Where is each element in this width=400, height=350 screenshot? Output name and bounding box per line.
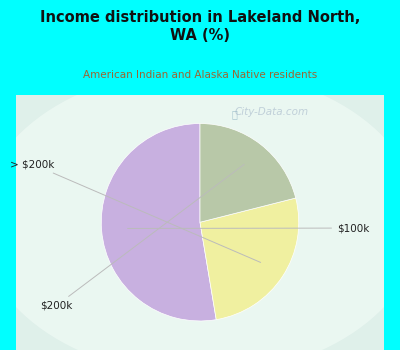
Ellipse shape xyxy=(0,69,400,350)
Text: City-Data.com: City-Data.com xyxy=(235,107,309,117)
Text: Income distribution in Lakeland North,
WA (%): Income distribution in Lakeland North, W… xyxy=(40,10,360,43)
Wedge shape xyxy=(101,124,216,321)
Text: $100k: $100k xyxy=(128,223,370,233)
Text: American Indian and Alaska Native residents: American Indian and Alaska Native reside… xyxy=(83,70,317,80)
Wedge shape xyxy=(200,124,296,222)
Wedge shape xyxy=(200,198,299,320)
Text: > $200k: > $200k xyxy=(10,159,261,262)
Text: ⓘ: ⓘ xyxy=(231,109,237,119)
Text: $200k: $200k xyxy=(40,164,244,311)
